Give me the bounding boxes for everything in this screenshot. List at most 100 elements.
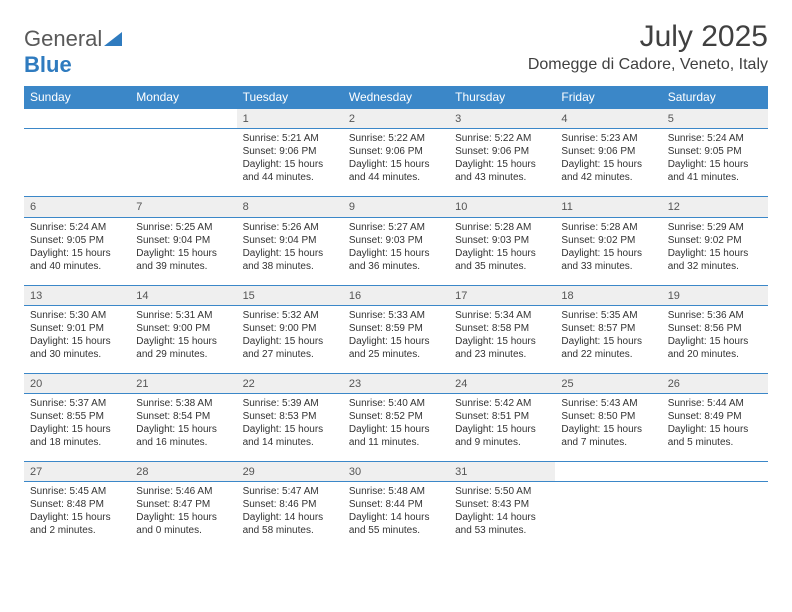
daylight-line: Daylight: 15 hours and 14 minutes.: [243, 423, 337, 449]
day-info-cell: Sunrise: 5:35 AMSunset: 8:57 PMDaylight:…: [555, 305, 661, 373]
daylight-line: Daylight: 15 hours and 11 minutes.: [349, 423, 443, 449]
daylight-line: Daylight: 15 hours and 39 minutes.: [136, 247, 230, 273]
day-info-cell: Sunrise: 5:48 AMSunset: 8:44 PMDaylight:…: [343, 482, 449, 550]
sunset-line: Sunset: 8:49 PM: [668, 410, 762, 423]
sunrise-line: Sunrise: 5:38 AM: [136, 397, 230, 410]
day-info-row: Sunrise: 5:45 AMSunset: 8:48 PMDaylight:…: [24, 482, 768, 550]
day-info-row: Sunrise: 5:24 AMSunset: 9:05 PMDaylight:…: [24, 217, 768, 285]
day-number-cell: 16: [343, 285, 449, 305]
sunrise-line: Sunrise: 5:22 AM: [455, 132, 549, 145]
sunset-line: Sunset: 8:48 PM: [30, 498, 124, 511]
location: Domegge di Cadore, Veneto, Italy: [528, 56, 768, 74]
day-number-cell: 10: [449, 197, 555, 217]
day-info-cell: [662, 482, 768, 550]
sunrise-line: Sunrise: 5:29 AM: [668, 221, 762, 234]
day-info-cell: Sunrise: 5:38 AMSunset: 8:54 PMDaylight:…: [130, 394, 236, 462]
sunset-line: Sunset: 9:06 PM: [561, 145, 655, 158]
day-number-cell: 15: [237, 285, 343, 305]
day-info-cell: Sunrise: 5:24 AMSunset: 9:05 PMDaylight:…: [24, 217, 130, 285]
sunrise-line: Sunrise: 5:48 AM: [349, 485, 443, 498]
day-number-cell: 17: [449, 285, 555, 305]
day-info-cell: Sunrise: 5:22 AMSunset: 9:06 PMDaylight:…: [449, 129, 555, 197]
sunrise-line: Sunrise: 5:43 AM: [561, 397, 655, 410]
sunset-line: Sunset: 8:51 PM: [455, 410, 549, 423]
day-info-cell: Sunrise: 5:45 AMSunset: 8:48 PMDaylight:…: [24, 482, 130, 550]
daylight-line: Daylight: 14 hours and 55 minutes.: [349, 511, 443, 537]
day-info-row: Sunrise: 5:30 AMSunset: 9:01 PMDaylight:…: [24, 305, 768, 373]
day-info-cell: Sunrise: 5:25 AMSunset: 9:04 PMDaylight:…: [130, 217, 236, 285]
daylight-line: Daylight: 15 hours and 9 minutes.: [455, 423, 549, 449]
daylight-line: Daylight: 15 hours and 27 minutes.: [243, 335, 337, 361]
day-number-cell: 5: [662, 109, 768, 129]
day-number-cell: 9: [343, 197, 449, 217]
sunset-line: Sunset: 9:04 PM: [243, 234, 337, 247]
day-number-cell: 19: [662, 285, 768, 305]
logo-triangle-icon: [104, 32, 122, 46]
sunset-line: Sunset: 9:06 PM: [349, 145, 443, 158]
sunset-line: Sunset: 9:03 PM: [455, 234, 549, 247]
day-number-cell: [555, 462, 661, 482]
day-number-cell: 13: [24, 285, 130, 305]
day-header: Friday: [555, 86, 661, 109]
sunset-line: Sunset: 9:02 PM: [561, 234, 655, 247]
day-info-cell: Sunrise: 5:44 AMSunset: 8:49 PMDaylight:…: [662, 394, 768, 462]
day-header: Saturday: [662, 86, 768, 109]
sunset-line: Sunset: 9:00 PM: [243, 322, 337, 335]
sunrise-line: Sunrise: 5:47 AM: [243, 485, 337, 498]
day-number-cell: 30: [343, 462, 449, 482]
day-number-cell: [24, 109, 130, 129]
day-number-cell: 20: [24, 373, 130, 393]
day-number-cell: 21: [130, 373, 236, 393]
day-info-cell: [24, 129, 130, 197]
sunset-line: Sunset: 9:02 PM: [668, 234, 762, 247]
logo-text: General Blue: [24, 26, 122, 78]
day-number-row: 20212223242526: [24, 373, 768, 393]
sunrise-line: Sunrise: 5:25 AM: [136, 221, 230, 234]
sunrise-line: Sunrise: 5:46 AM: [136, 485, 230, 498]
day-info-cell: Sunrise: 5:21 AMSunset: 9:06 PMDaylight:…: [237, 129, 343, 197]
sunset-line: Sunset: 8:54 PM: [136, 410, 230, 423]
daylight-line: Daylight: 15 hours and 25 minutes.: [349, 335, 443, 361]
day-number-cell: 2: [343, 109, 449, 129]
sunrise-line: Sunrise: 5:36 AM: [668, 309, 762, 322]
day-info-cell: Sunrise: 5:28 AMSunset: 9:02 PMDaylight:…: [555, 217, 661, 285]
logo: General Blue: [24, 20, 122, 78]
day-number-cell: 24: [449, 373, 555, 393]
day-info-cell: Sunrise: 5:47 AMSunset: 8:46 PMDaylight:…: [237, 482, 343, 550]
header: General Blue July 2025 Domegge di Cadore…: [24, 20, 768, 78]
sunset-line: Sunset: 8:46 PM: [243, 498, 337, 511]
sunset-line: Sunset: 8:47 PM: [136, 498, 230, 511]
day-number-cell: [662, 462, 768, 482]
day-info-cell: Sunrise: 5:43 AMSunset: 8:50 PMDaylight:…: [555, 394, 661, 462]
daylight-line: Daylight: 15 hours and 16 minutes.: [136, 423, 230, 449]
daylight-line: Daylight: 15 hours and 43 minutes.: [455, 158, 549, 184]
sunset-line: Sunset: 9:05 PM: [668, 145, 762, 158]
daylight-line: Daylight: 14 hours and 58 minutes.: [243, 511, 337, 537]
sunset-line: Sunset: 8:44 PM: [349, 498, 443, 511]
daylight-line: Daylight: 15 hours and 44 minutes.: [243, 158, 337, 184]
day-info-cell: Sunrise: 5:33 AMSunset: 8:59 PMDaylight:…: [343, 305, 449, 373]
day-info-cell: [130, 129, 236, 197]
sunset-line: Sunset: 8:55 PM: [30, 410, 124, 423]
daylight-line: Daylight: 15 hours and 40 minutes.: [30, 247, 124, 273]
day-number-cell: 27: [24, 462, 130, 482]
sunrise-line: Sunrise: 5:28 AM: [455, 221, 549, 234]
day-info-cell: Sunrise: 5:23 AMSunset: 9:06 PMDaylight:…: [555, 129, 661, 197]
sunrise-line: Sunrise: 5:50 AM: [455, 485, 549, 498]
day-info-row: Sunrise: 5:37 AMSunset: 8:55 PMDaylight:…: [24, 394, 768, 462]
day-number-cell: 22: [237, 373, 343, 393]
sunrise-line: Sunrise: 5:22 AM: [349, 132, 443, 145]
sunset-line: Sunset: 9:00 PM: [136, 322, 230, 335]
daylight-line: Daylight: 15 hours and 41 minutes.: [668, 158, 762, 184]
day-info-cell: Sunrise: 5:22 AMSunset: 9:06 PMDaylight:…: [343, 129, 449, 197]
sunset-line: Sunset: 8:59 PM: [349, 322, 443, 335]
day-header: Monday: [130, 86, 236, 109]
day-number-cell: 11: [555, 197, 661, 217]
sunrise-line: Sunrise: 5:21 AM: [243, 132, 337, 145]
day-info-cell: Sunrise: 5:24 AMSunset: 9:05 PMDaylight:…: [662, 129, 768, 197]
daylight-line: Daylight: 14 hours and 53 minutes.: [455, 511, 549, 537]
day-number-row: 2728293031: [24, 462, 768, 482]
sunrise-line: Sunrise: 5:34 AM: [455, 309, 549, 322]
day-number-cell: 4: [555, 109, 661, 129]
logo-part1: General: [24, 26, 102, 51]
